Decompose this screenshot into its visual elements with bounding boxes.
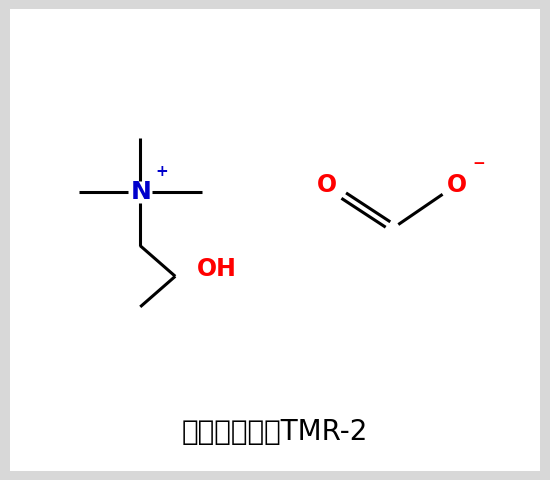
Text: +: + [156,164,168,179]
Text: O: O [447,173,466,197]
Text: −: − [472,156,485,171]
Text: 聚氨鉗催化剗TMR-2: 聚氨鉗催化剗TMR-2 [182,418,368,446]
Text: $\mathregular{N}$: $\mathregular{N}$ [130,180,151,204]
FancyBboxPatch shape [10,9,540,471]
Text: OH: OH [197,257,237,281]
Text: O: O [317,173,337,197]
